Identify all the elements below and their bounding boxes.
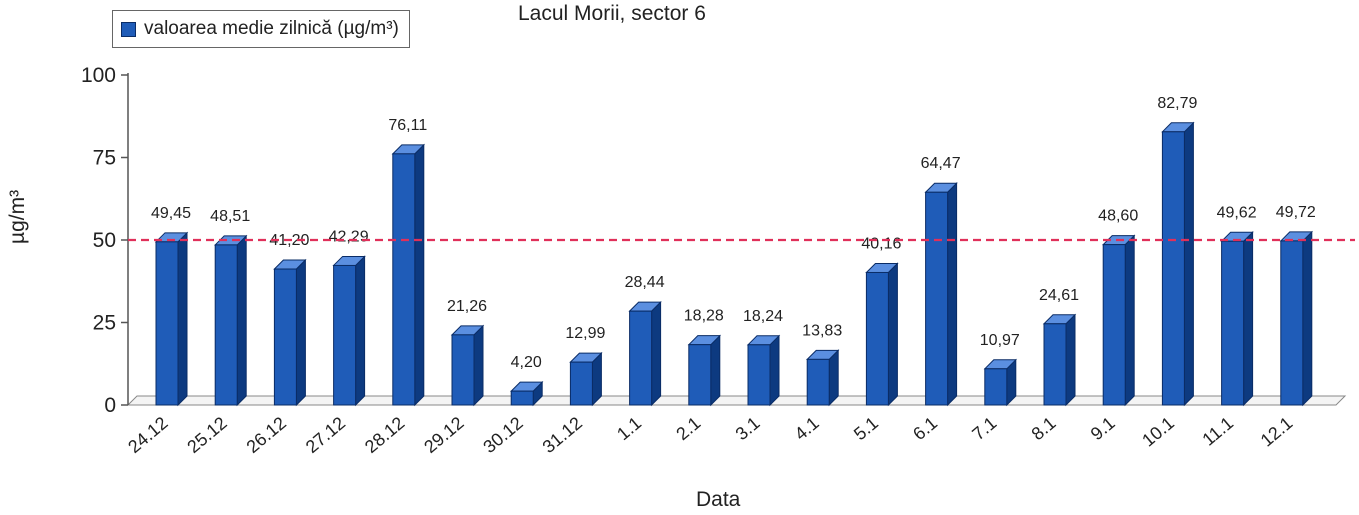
x-tick-label: 30.12 [479, 413, 526, 457]
x-axis-title: Data [696, 488, 741, 511]
x-tick-label: 25.12 [183, 413, 230, 457]
data-label: 49,62 [1217, 204, 1257, 221]
bar [1102, 244, 1126, 406]
bar [747, 344, 771, 406]
y-tick-label: 50 [93, 229, 116, 252]
bar-side [651, 300, 662, 407]
y-tick-label: 25 [93, 312, 116, 335]
bar-side [947, 182, 958, 407]
bar [925, 191, 949, 406]
bar [333, 264, 357, 406]
bar-side [473, 324, 484, 407]
data-label: 49,72 [1276, 204, 1316, 221]
bar [451, 334, 475, 406]
bar [1161, 131, 1185, 406]
x-tick-label: 5.1 [850, 413, 882, 444]
bar [1221, 240, 1245, 406]
bar [569, 361, 593, 406]
data-label: 18,24 [743, 308, 783, 325]
bar [865, 271, 889, 406]
data-label: 48,60 [1098, 208, 1138, 225]
x-tick-label: 31.12 [539, 413, 586, 457]
data-label: 49,45 [151, 205, 191, 222]
data-label: 18,28 [684, 308, 724, 325]
x-tick-label: 29.12 [420, 413, 467, 457]
bar-side [1065, 313, 1076, 407]
bar-side [710, 334, 721, 407]
data-label: 76,11 [388, 117, 427, 134]
data-label: 42,29 [329, 228, 369, 245]
bar [1043, 323, 1067, 406]
data-label: 12,99 [565, 325, 605, 342]
y-tick-label: 75 [93, 147, 116, 170]
x-tick-label: 8.1 [1028, 413, 1060, 444]
x-tick-label: 7.1 [968, 413, 1000, 444]
x-tick-label: 4.1 [791, 413, 823, 444]
data-label: 28,44 [625, 274, 665, 291]
data-label: 40,16 [861, 235, 901, 252]
bar [273, 268, 297, 406]
x-tick-label: 6.1 [909, 413, 941, 444]
data-label: 82,79 [1157, 95, 1197, 112]
chart-title: Lacul Morii, sector 6 [518, 2, 706, 25]
data-label: 4,20 [511, 354, 542, 371]
x-tick-label: 9.1 [1087, 413, 1119, 444]
data-label: 64,47 [921, 155, 961, 172]
bar [214, 244, 238, 406]
axes-layer: 0 25 50 75 100 [81, 64, 1347, 417]
y-tick-label: 100 [81, 64, 116, 87]
bar-side [414, 143, 425, 407]
x-tick-label: 28.12 [361, 413, 408, 457]
bar-side [236, 234, 247, 407]
x-tick-label: 12.1 [1257, 413, 1297, 451]
x-tick-label: 11.1 [1198, 413, 1237, 450]
bar-side [1302, 230, 1313, 407]
x-tick-label: 24.12 [124, 413, 171, 457]
x-tick-label: 10.1 [1138, 413, 1178, 451]
bar [155, 241, 179, 406]
y-tick-label: 0 [104, 394, 116, 417]
x-tick-label: 2.1 [672, 413, 704, 444]
bar-side [769, 334, 780, 407]
x-tick-label: 27.12 [302, 413, 349, 457]
bar [510, 390, 534, 406]
bar-side [1124, 234, 1135, 407]
bar [688, 344, 712, 406]
bar [392, 153, 416, 406]
x-tick-label: 1.1 [613, 413, 645, 444]
data-label: 24,61 [1039, 287, 1079, 304]
bar [806, 358, 830, 406]
legend-swatch [121, 21, 136, 37]
bar [629, 310, 653, 406]
legend-label: valoarea medie zilnică (µg/m³) [144, 18, 399, 39]
x-tick-label: 26.12 [243, 413, 290, 457]
bar-side [177, 231, 188, 407]
y-axis-title: µg/m³ [6, 189, 29, 244]
bar [1280, 240, 1304, 406]
bars-layer [154, 121, 1314, 407]
bar-side [1243, 231, 1254, 407]
x-tick-label: 3.1 [732, 413, 764, 444]
data-label: 13,83 [802, 322, 842, 339]
bar-side [1183, 121, 1194, 407]
legend: valoarea medie zilnică (µg/m³) [112, 10, 410, 48]
bar [984, 368, 1008, 406]
data-label: 10,97 [980, 332, 1020, 349]
bar-side [355, 255, 366, 407]
bar-side [295, 258, 306, 407]
data-label: 21,26 [447, 298, 487, 315]
bar-side [887, 262, 898, 407]
data-label: 48,51 [210, 208, 250, 225]
